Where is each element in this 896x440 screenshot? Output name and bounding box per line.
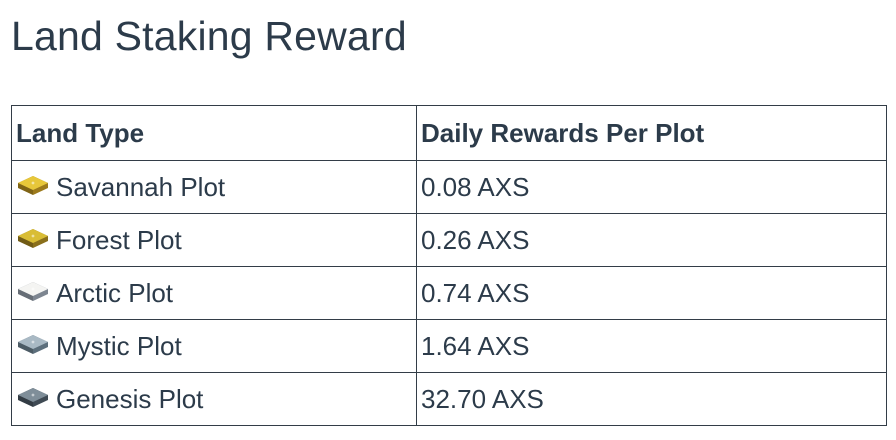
daily-rewards-cell: 0.26 AXS — [416, 213, 887, 267]
land-type-cell: Forest Plot — [11, 213, 417, 267]
land-type-cell: Savannah Plot — [11, 160, 417, 214]
genesis-plot-icon — [16, 384, 50, 414]
land-type-label: Mystic Plot — [56, 330, 182, 361]
daily-rewards-cell: 0.74 AXS — [416, 266, 887, 320]
land-type-cell: Mystic Plot — [11, 319, 417, 373]
arctic-plot-icon — [16, 278, 50, 308]
forest-plot-icon — [16, 225, 50, 255]
land-type-label: Forest Plot — [56, 224, 182, 255]
table-row: Arctic Plot 0.74 AXS — [11, 266, 887, 320]
table-row: Forest Plot 0.26 AXS — [11, 213, 887, 267]
mystic-plot-icon — [16, 331, 50, 361]
land-type-label: Arctic Plot — [56, 277, 174, 308]
table-row: Mystic Plot 1.64 AXS — [11, 319, 887, 373]
header-land-type: Land Type — [11, 105, 417, 161]
savannah-plot-icon — [16, 172, 50, 202]
table-row: Savannah Plot 0.08 AXS — [11, 160, 887, 214]
table-header-row: Land Type Daily Rewards Per Plot — [11, 105, 887, 161]
daily-rewards-cell: 0.08 AXS — [416, 160, 887, 214]
land-type-label: Savannah Plot — [56, 171, 226, 202]
daily-rewards-cell: 32.70 AXS — [416, 372, 887, 426]
land-staking-reward-table: Land Type Daily Rewards Per Plot Savanna… — [11, 105, 887, 426]
land-type-cell: Genesis Plot — [11, 372, 417, 426]
header-daily-rewards: Daily Rewards Per Plot — [416, 105, 887, 161]
land-type-label: Genesis Plot — [56, 383, 204, 414]
land-type-cell: Arctic Plot — [11, 266, 417, 320]
table-row: Genesis Plot 32.70 AXS — [11, 372, 887, 426]
daily-rewards-cell: 1.64 AXS — [416, 319, 887, 373]
page-title: Land Staking Reward — [11, 13, 407, 59]
